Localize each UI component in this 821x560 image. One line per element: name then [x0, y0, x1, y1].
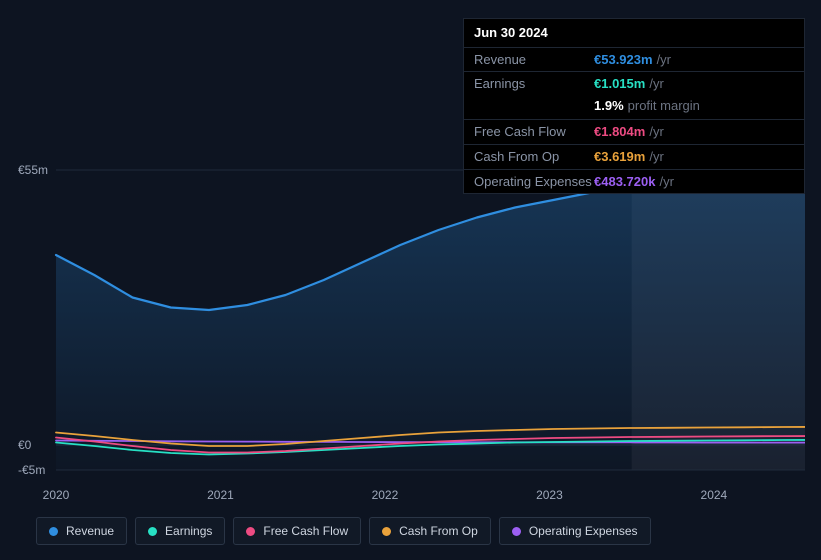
legend-pill-cfo[interactable]: Cash From Op [369, 517, 491, 545]
tooltip-row-suffix: /yr [659, 174, 673, 190]
tooltip-row-value: €1.804m [594, 124, 645, 140]
tooltip-row-cfo: Cash From Op€3.619m/yr [464, 144, 804, 169]
y-axis-label: -€5m [18, 463, 45, 477]
legend-label: Operating Expenses [529, 524, 638, 538]
legend-pill-earnings[interactable]: Earnings [135, 517, 225, 545]
tooltip-row-value: €483.720k [594, 174, 655, 190]
tooltip-row-suffix: /yr [649, 149, 663, 165]
tooltip-subrow-earnings: 1.9%profit margin [464, 96, 804, 120]
x-axis-label: 2022 [372, 488, 399, 502]
tooltip-row-label: Revenue [474, 52, 594, 68]
tooltip-title: Jun 30 2024 [464, 19, 804, 47]
legend-dot-icon [246, 527, 255, 536]
legend-pill-opex[interactable]: Operating Expenses [499, 517, 651, 545]
tooltip-row-earnings: Earnings€1.015m/yr [464, 71, 804, 96]
legend-label: Cash From Op [399, 524, 478, 538]
tooltip-row-suffix: /yr [649, 76, 663, 92]
legend-dot-icon [49, 527, 58, 536]
legend-pill-revenue[interactable]: Revenue [36, 517, 127, 545]
tooltip-row-value: €3.619m [594, 149, 645, 165]
tooltip-row-value: €1.015m [594, 76, 645, 92]
legend-dot-icon [148, 527, 157, 536]
legend-label: Free Cash Flow [263, 524, 348, 538]
legend-label: Earnings [165, 524, 212, 538]
chart-container: Jun 30 2024 Revenue€53.923m/yrEarnings€1… [18, 0, 805, 560]
legend-pill-fcf[interactable]: Free Cash Flow [233, 517, 361, 545]
tooltip-row-label: Earnings [474, 76, 594, 92]
tooltip-panel: Jun 30 2024 Revenue€53.923m/yrEarnings€1… [463, 18, 805, 194]
x-axis-label: 2024 [701, 488, 728, 502]
tooltip-row-revenue: Revenue€53.923m/yr [464, 47, 804, 72]
tooltip-row-suffix: /yr [657, 52, 671, 68]
tooltip-row-opex: Operating Expenses€483.720k/yr [464, 169, 804, 194]
tooltip-row-label: Cash From Op [474, 149, 594, 165]
x-axis-label: 2023 [536, 488, 563, 502]
legend: Revenue Earnings Free Cash Flow Cash From O… [36, 517, 651, 545]
legend-dot-icon [382, 527, 391, 536]
legend-dot-icon [512, 527, 521, 536]
tooltip-row-fcf: Free Cash Flow€1.804m/yr [464, 119, 804, 144]
tooltip-row-label: Operating Expenses [474, 174, 594, 190]
tooltip-row-suffix: /yr [649, 124, 663, 140]
y-axis-label: €55m [18, 163, 48, 177]
x-axis-label: 2021 [207, 488, 234, 502]
tooltip-subrow-suffix: profit margin [628, 98, 700, 114]
legend-label: Revenue [66, 524, 114, 538]
tooltip-subrow-value: 1.9% [594, 98, 624, 114]
tooltip-row-value: €53.923m [594, 52, 653, 68]
tooltip-row-label: Free Cash Flow [474, 124, 594, 140]
x-axis-label: 2020 [43, 488, 70, 502]
y-axis-label: €0 [18, 438, 31, 452]
